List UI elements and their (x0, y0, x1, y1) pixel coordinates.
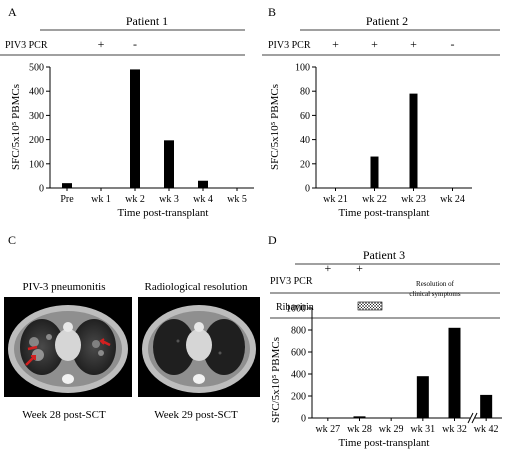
x-axis-label-patient2: Time post-transplant (339, 207, 430, 219)
y-tick-label: 200 (291, 392, 306, 403)
x-tick-label: wk 32 (442, 424, 467, 435)
panel-a: Patient 1 PIV3 PCR + - 0100200300400500Pr… (0, 14, 254, 219)
x-tick-label: wk 29 (379, 424, 404, 435)
ribavirin-treatment-bar (357, 301, 383, 311)
pcr-label-patient1: PIV3 PCR (5, 40, 48, 51)
arrow-icon (101, 339, 111, 347)
y-tick-label: 0 (305, 184, 310, 195)
x-tick-label: wk 2 (125, 194, 145, 205)
x-tick-label: wk 23 (401, 194, 426, 205)
y-tick-label: 500 (29, 63, 44, 74)
y-tick-label: 1000 (286, 304, 306, 315)
x-tick-label: wk 28 (347, 424, 372, 435)
pcr-result-wk-2: - (133, 37, 137, 51)
bar-wk-31 (416, 376, 429, 418)
y-tick-label: 800 (291, 326, 306, 337)
resolution-note-line1: Resolution of (416, 280, 455, 288)
x-axis-label-patient1: Time post-transplant (118, 207, 209, 219)
bar-pre (62, 183, 72, 188)
y-tick-label: 100 (295, 63, 310, 74)
y-tick-label: 400 (291, 370, 306, 381)
ct-left-caption: Week 28 post-SCT (22, 409, 106, 421)
y-tick-label: 80 (300, 87, 310, 98)
panel-label-c: C (8, 233, 16, 247)
y-tick-label: 40 (300, 135, 310, 146)
pcr-result-wk-22: + (371, 37, 378, 51)
x-tick-label: wk 4 (193, 194, 213, 205)
axis-break-mark (471, 412, 478, 424)
resolution-note-line2: clinical symptoms (409, 290, 460, 298)
pcr-row-patient1: + - (98, 37, 137, 51)
bar-wk-42 (480, 394, 493, 418)
x-tick-label: wk 5 (227, 194, 247, 205)
ribavirin-label: Ribavirin (276, 302, 314, 313)
bar-wk-4 (198, 180, 208, 188)
chart-patient2: 0 20 40 60 80 100 wk 21 wk 22 wk 23 wk 24 (295, 63, 472, 205)
panel-label-d: D (268, 233, 277, 247)
y-axis-label-patient1: SFC/5x10⁵ PBMCs (10, 84, 22, 170)
ct-right-title: Radiological resolution (145, 281, 248, 293)
chart-title-patient1: Patient 1 (126, 14, 168, 28)
pcr-result-wk-27: + (324, 261, 331, 275)
ct-scan-resolution (138, 297, 260, 397)
x-tick-label: wk 1 (91, 194, 111, 205)
x-tick-label: wk 42 (474, 424, 499, 435)
bar-wk-23 (409, 93, 418, 188)
panel-c: PIV-3 pneumonitis Radiological resolutio… (22, 281, 248, 421)
panel-d: Patient 3 PIV3 PCR + + Ribavirin Resoluti… (270, 248, 502, 449)
x-tick-label: Pre (60, 194, 74, 205)
arrow-icon (25, 356, 35, 366)
pcr-row-patient2: + + + - (332, 37, 454, 51)
chart-title-patient2: Patient 2 (366, 14, 408, 28)
y-tick-label: 300 (29, 111, 44, 122)
bar-wk-22 (370, 156, 379, 188)
y-tick-label: 600 (291, 348, 306, 359)
chart-patient1: 0 100 200 300 400 500 Pre wk 1 wk 2 wk 3 wk 4 wk 5 (29, 63, 254, 205)
x-tick-label: wk 22 (362, 194, 387, 205)
ct-scan-pneumonitis (4, 297, 132, 397)
y-axis-label-patient2: SFC/5x10⁵ PBMCs (269, 84, 281, 170)
y-tick-label: 0 (301, 414, 306, 425)
y-tick-label: 60 (300, 111, 310, 122)
pcr-result-wk-28: + (356, 261, 363, 275)
axis-break-mark (467, 412, 474, 424)
panel-label-a: A (8, 5, 17, 19)
y-tick-label: 400 (29, 87, 44, 98)
ct-right-caption: Week 29 post-SCT (154, 409, 238, 421)
y-tick-label: 20 (300, 159, 310, 170)
y-axis-label-patient3: SFC/5x10⁵ PBMCs (270, 337, 282, 423)
y-tick-label: 200 (29, 135, 44, 146)
pcr-result-wk-24: - (451, 37, 455, 51)
pcr-row-patient3: + + (324, 261, 363, 275)
ct-left-title: PIV-3 pneumonitis (22, 281, 105, 293)
chart-patient3: 0 200 400 600 800 1000 wk 27 wk 28 wk 29 wk 31 wk … (286, 304, 502, 435)
arrow-icon (27, 345, 38, 351)
x-tick-label: wk 31 (410, 424, 435, 435)
pcr-result-wk-23: + (410, 37, 417, 51)
chart-title-patient3: Patient 3 (363, 248, 405, 262)
x-axis-label-patient3: Time post-transplant (339, 437, 430, 449)
bar-wk-2 (130, 69, 140, 188)
bar-wk-32 (448, 327, 461, 418)
x-tick-label: wk 3 (159, 194, 179, 205)
pcr-label-patient3: PIV3 PCR (270, 276, 313, 287)
pcr-result-wk-21: + (332, 37, 339, 51)
bar-wk-28 (353, 416, 366, 418)
bar-wk-3 (164, 140, 174, 188)
panel-label-b: B (268, 5, 276, 19)
x-tick-label: wk 27 (315, 424, 340, 435)
x-tick-label: wk 21 (323, 194, 348, 205)
y-tick-label: 100 (29, 159, 44, 170)
y-tick-label: 0 (39, 184, 44, 195)
panel-b: Patient 2 PIV3 PCR + + + - 0 20 40 60 80 100 wk 2… (262, 14, 500, 219)
pcr-label-patient2: PIV3 PCR (268, 40, 311, 51)
pcr-result-wk-1: + (98, 37, 105, 51)
x-tick-label: wk 24 (440, 194, 465, 205)
